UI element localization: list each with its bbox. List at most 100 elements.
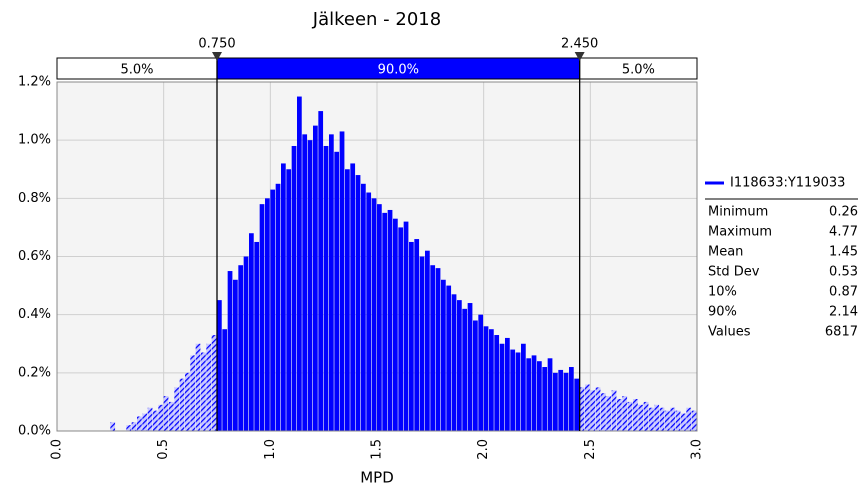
bar [206,343,212,431]
bar [654,404,660,431]
bar [185,372,190,431]
bar [627,401,633,431]
bar [345,169,350,431]
bar [638,404,644,431]
stat-value: 2.14 [829,305,858,320]
bar [313,125,318,431]
bar [467,303,473,431]
y-tick-label: 0.8% [18,191,51,206]
bar [585,384,590,431]
x-tick-label: 0.5 [156,439,171,460]
bar [361,183,366,431]
bar [675,410,681,431]
band-label: 5.0% [120,63,153,78]
delimiter-marker [212,52,222,61]
y-tick-label: 0.4% [18,307,51,322]
y-tick-label: 1.0% [18,133,51,148]
bar [473,320,478,431]
bar [126,425,132,431]
bar [297,96,302,432]
bar [339,131,345,432]
delimiter-marker [574,52,585,61]
bar [387,209,393,431]
bar [681,413,686,431]
bar [403,221,409,431]
bar [515,352,521,431]
bar [590,390,596,431]
bar [691,410,697,431]
bar [505,337,510,431]
bar [329,134,334,431]
bar [510,349,516,431]
x-tick-label: 0.0 [50,439,65,460]
bar [665,410,670,431]
band-label: 5.0% [622,63,655,78]
bar [537,361,542,431]
stat-label: Std Dev [708,265,760,280]
bar [217,300,222,431]
bar [158,404,164,431]
bar [483,326,489,431]
bar [499,343,505,431]
bar [259,204,265,431]
bar [670,407,676,431]
bar [393,218,398,431]
bar [110,422,116,431]
bar [478,314,484,431]
bar [275,183,281,431]
bar [595,387,601,431]
bar [542,367,548,431]
stat-label: Mean [708,245,743,260]
x-tick-label: 1.0 [263,439,278,460]
stat-value: 4.77 [829,225,858,240]
bar [179,378,185,431]
bar [377,204,382,431]
bar [617,399,622,431]
x-tick-label: 2.5 [583,439,598,460]
bar [302,134,308,431]
bar [238,265,244,431]
bar [169,401,174,431]
bar [227,271,233,431]
bar [579,387,585,431]
bar [233,279,238,431]
bar [350,163,356,431]
bar [425,250,430,431]
bar [323,145,329,431]
bar [270,189,276,431]
bar [547,358,553,431]
bar [201,352,206,431]
bar [649,407,654,431]
stat-value: 6817 [825,325,858,340]
bar [633,399,638,431]
band-label: 90.0% [378,63,419,78]
bar [659,407,665,431]
bar [355,175,361,431]
bar [686,407,692,431]
bar [414,239,420,431]
bar [254,241,260,431]
bar [371,198,377,431]
y-tick-label: 0.2% [18,365,51,380]
bar [441,279,446,431]
legend-label: I118633:Y119033 [730,176,845,191]
bar [211,335,217,431]
bar [435,268,441,431]
bar [243,256,249,431]
bar [281,163,286,431]
y-tick-label: 0.0% [18,424,51,439]
bar [334,151,340,432]
stat-value: 1.45 [829,245,858,260]
bar [222,329,228,431]
stat-value: 0.87 [829,285,858,300]
bar [457,300,462,431]
x-tick-label: 3.0 [690,439,705,460]
bar [622,396,628,431]
bar [147,407,153,431]
bar [574,378,580,431]
chart-title: Jälkeen - 2018 [312,9,441,30]
bar [446,285,452,431]
bar [286,169,292,431]
bar [558,369,564,431]
